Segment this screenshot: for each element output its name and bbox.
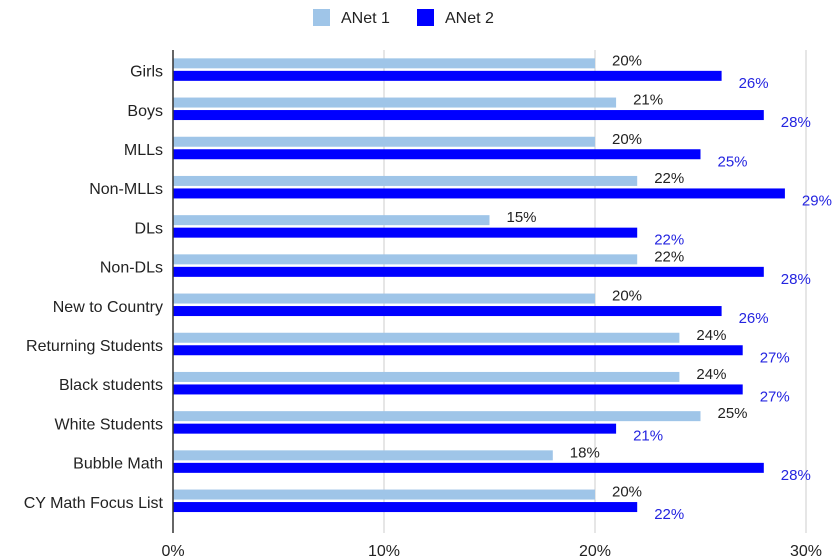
category-label-new-to-country: New to Country xyxy=(53,299,163,316)
bars xyxy=(173,58,785,513)
bar-anet-2-non-mlls xyxy=(173,188,785,199)
bar-anet-1-mlls xyxy=(173,136,595,147)
category-label-non-dls: Non-DLs xyxy=(100,260,163,277)
bar-anet-1-returning-students xyxy=(173,332,680,343)
legend-swatch-anet-1 xyxy=(313,9,330,26)
category-label-girls: Girls xyxy=(130,64,163,81)
x-axis-tick-labels: 0% 10% 20% 30% xyxy=(161,543,822,560)
bar-anet-1-white-students xyxy=(173,411,701,422)
value-label-anet-1-new-to-country: 20% xyxy=(612,288,642,305)
bar-anet-1-new-to-country xyxy=(173,293,595,304)
value-label-anet-1-bubble-math: 18% xyxy=(570,444,600,461)
x-tick-label-30: 30% xyxy=(790,543,822,560)
value-label-anet-2-black-students: 27% xyxy=(760,388,790,405)
value-label-anet-1-boys: 21% xyxy=(633,92,663,109)
bar-anet-1-cy-math-focus-list xyxy=(173,489,595,500)
value-label-anet-1-girls: 20% xyxy=(612,52,642,69)
value-label-anet-1-returning-students: 24% xyxy=(696,327,726,344)
value-label-anet-2-non-dls: 28% xyxy=(781,271,811,288)
value-label-anet-2-mlls: 25% xyxy=(718,153,748,170)
bar-anet-2-girls xyxy=(173,70,722,81)
bar-anet-1-black-students xyxy=(173,371,680,382)
bar-anet-1-non-mlls xyxy=(173,175,638,186)
category-label-boys: Boys xyxy=(127,103,163,120)
bar-anet-1-boys xyxy=(173,97,617,108)
bar-anet-1-non-dls xyxy=(173,254,638,265)
category-label-cy-math-focus-list: CY Math Focus List xyxy=(24,495,164,512)
category-labels: Girls Boys MLLs Non-MLLs DLs Non-DLs New to Co… xyxy=(24,64,164,512)
value-label-anet-1-non-dls: 22% xyxy=(654,248,684,265)
value-label-anet-2-bubble-math: 28% xyxy=(781,467,811,484)
value-label-anet-2-returning-students: 27% xyxy=(760,349,790,366)
bar-anet-1-girls xyxy=(173,58,595,69)
x-tick-label-0: 0% xyxy=(161,543,184,560)
bar-anet-2-boys xyxy=(173,110,764,121)
value-label-anet-2-cy-math-focus-list: 22% xyxy=(654,506,684,523)
bar-anet-2-black-students xyxy=(173,384,743,395)
legend-label-anet-2: ANet 2 xyxy=(445,10,494,27)
legend-swatch-anet-2 xyxy=(417,9,434,26)
bar-anet-2-mlls xyxy=(173,149,701,160)
x-tick-label-10: 10% xyxy=(368,543,400,560)
category-label-non-mlls: Non-MLLs xyxy=(89,181,163,198)
value-label-anet-2-dls: 22% xyxy=(654,232,684,249)
value-label-anet-1-cy-math-focus-list: 20% xyxy=(612,484,642,501)
value-label-anet-1-non-mlls: 22% xyxy=(654,170,684,187)
bar-anet-2-returning-students xyxy=(173,345,743,356)
value-label-anet-1-mlls: 20% xyxy=(612,131,642,148)
legend-label-anet-1: ANet 1 xyxy=(341,10,390,27)
value-label-anet-1-dls: 15% xyxy=(507,209,537,226)
value-label-anet-2-non-mlls: 29% xyxy=(802,192,832,209)
category-label-black-students: Black students xyxy=(59,377,163,394)
bar-anet-1-bubble-math xyxy=(173,450,553,461)
bar-anet-2-bubble-math xyxy=(173,462,764,473)
legend: ANet 1 ANet 2 xyxy=(313,9,494,27)
value-labels: 20%26%21%28%20%25%22%29%15%22%22%28%20%2… xyxy=(507,52,832,523)
bar-anet-2-new-to-country xyxy=(173,306,722,317)
value-label-anet-2-white-students: 21% xyxy=(633,428,663,445)
bar-anet-1-dls xyxy=(173,215,490,226)
category-label-mlls: MLLs xyxy=(124,142,163,159)
value-label-anet-2-girls: 26% xyxy=(739,75,769,92)
category-label-returning-students: Returning Students xyxy=(26,338,163,355)
bar-anet-2-cy-math-focus-list xyxy=(173,502,638,513)
category-label-white-students: White Students xyxy=(55,416,164,433)
value-label-anet-1-white-students: 25% xyxy=(718,405,748,422)
value-label-anet-2-new-to-country: 26% xyxy=(739,310,769,327)
x-tick-label-20: 20% xyxy=(579,543,611,560)
value-label-anet-2-boys: 28% xyxy=(781,114,811,131)
bar-anet-2-non-dls xyxy=(173,266,764,277)
bar-anet-2-dls xyxy=(173,227,638,238)
bar-anet-2-white-students xyxy=(173,423,617,434)
category-label-dls: DLs xyxy=(135,220,163,237)
category-label-bubble-math: Bubble Math xyxy=(73,456,163,473)
value-label-anet-1-black-students: 24% xyxy=(696,366,726,383)
